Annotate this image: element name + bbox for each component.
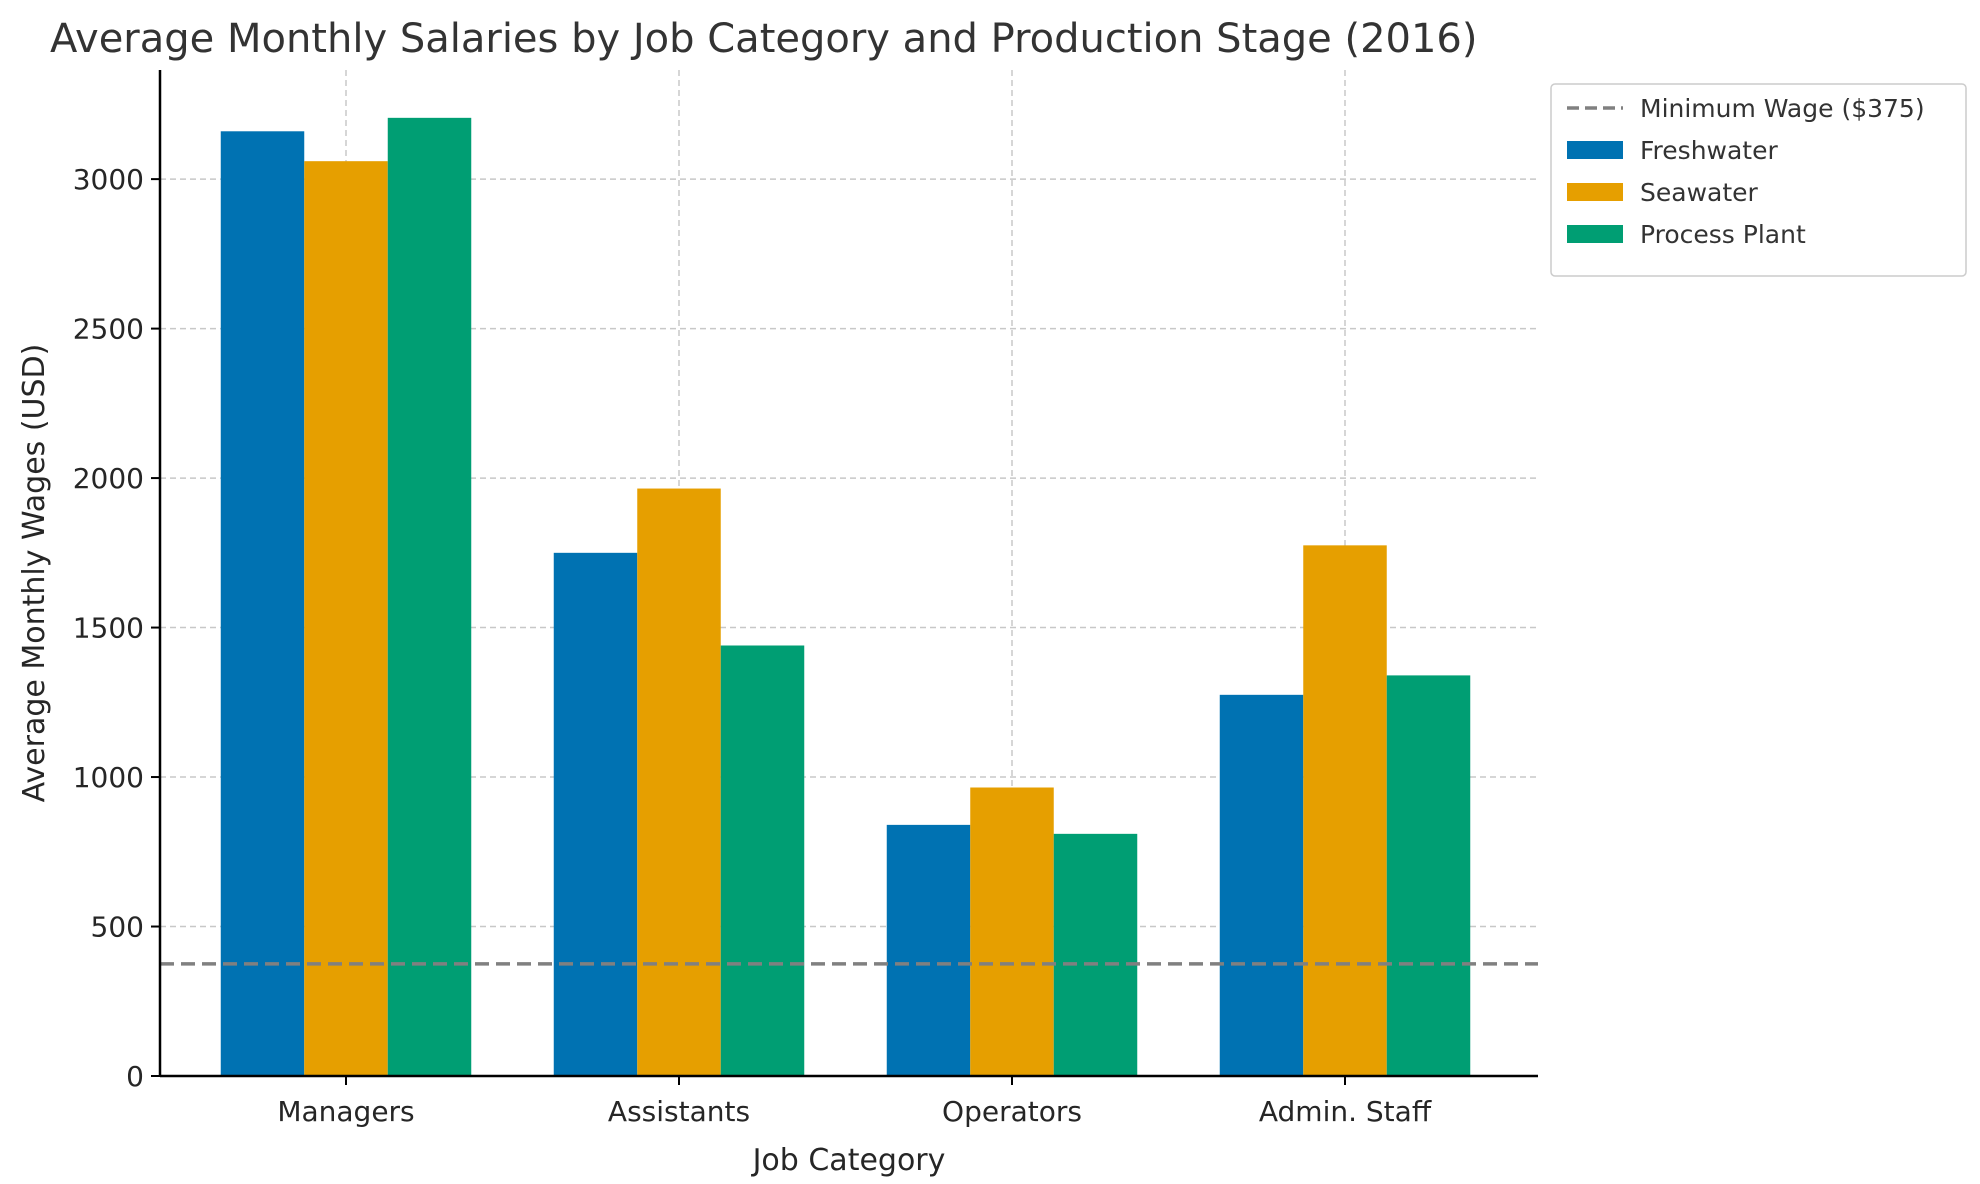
x-tick-label: Operators: [942, 1095, 1082, 1128]
legend-items: Minimum Wage ($375) Freshwater Seawater Pro…: [1567, 94, 1925, 249]
y-ticks: 0 500 1000 1500 2000 2500 3000: [73, 163, 160, 1093]
legend-label: Process Plant: [1640, 220, 1806, 249]
bars-layer: [220, 117, 1471, 1077]
bar-seawater-assistants: [637, 488, 721, 1076]
y-tick-label: 3000: [73, 163, 144, 196]
bar-process-plant-managers: [387, 117, 472, 1077]
legend-label: Freshwater: [1640, 136, 1778, 165]
x-tick-label: Admin. Staff: [1259, 1095, 1432, 1128]
bar-process-plant-operators: [1053, 833, 1138, 1076]
bar-seawater-admin-staff: [1303, 545, 1387, 1076]
legend-color-swatch: [1567, 141, 1623, 159]
legend-label: Seawater: [1640, 178, 1759, 207]
y-tick-label: 1500: [73, 612, 144, 645]
legend-label: Minimum Wage ($375): [1640, 94, 1925, 123]
bar-process-plant-assistants: [720, 645, 805, 1076]
bar-seawater-managers: [304, 161, 388, 1077]
bar-process-plant-admin-staff: [1386, 675, 1471, 1076]
legend-color-swatch: [1567, 183, 1623, 201]
x-tick-label: Assistants: [608, 1095, 750, 1128]
y-tick-label: 1000: [73, 761, 144, 794]
y-tick-label: 2000: [73, 462, 144, 495]
y-tick-label: 0: [126, 1060, 144, 1093]
legend-box: [1550, 83, 1967, 277]
y-tick-label: 2500: [73, 313, 144, 346]
legend-color-swatch: [1567, 225, 1623, 243]
bar-seawater-operators: [970, 787, 1054, 1076]
x-tick-label: Managers: [277, 1095, 414, 1128]
bar-freshwater-assistants: [553, 552, 638, 1076]
y-tick-label: 500: [91, 911, 144, 944]
y-axis-label: Average Monthly Wages (USD): [17, 344, 52, 803]
x-ticks: Managers Assistants Operators Admin. Staff: [277, 1076, 1432, 1128]
bar-freshwater-admin-staff: [1219, 694, 1304, 1076]
x-axis-label: Job Category: [751, 1143, 946, 1178]
bar-freshwater-managers: [220, 131, 305, 1077]
bar-freshwater-operators: [886, 824, 971, 1076]
legend: Minimum Wage ($375) Freshwater Seawater Pro…: [1550, 83, 1967, 277]
chart-title: Average Monthly Salaries by Job Category…: [50, 16, 1477, 62]
